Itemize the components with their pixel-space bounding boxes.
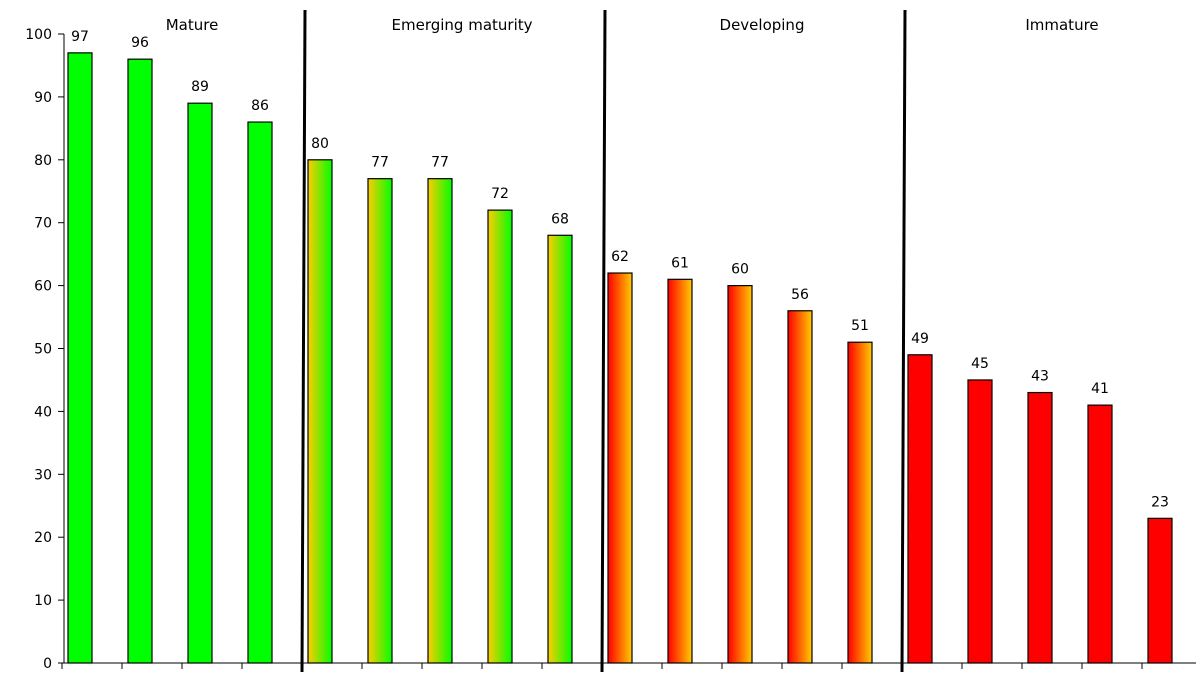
bar bbox=[1027, 391, 1053, 664]
bar bbox=[667, 278, 693, 664]
group-divider bbox=[300, 9, 307, 673]
y-tick-label: 90 bbox=[34, 90, 52, 106]
group-label: Immature bbox=[1025, 16, 1098, 34]
bar-value-label: 41 bbox=[1091, 381, 1109, 397]
bar bbox=[1087, 404, 1113, 664]
y-tick-label: 40 bbox=[34, 404, 52, 420]
bar bbox=[727, 285, 753, 664]
bar-value-label: 77 bbox=[371, 155, 389, 171]
group-label: Emerging maturity bbox=[392, 16, 533, 34]
bar bbox=[907, 354, 933, 664]
bar-value-label: 89 bbox=[191, 79, 209, 95]
y-tick-label: 70 bbox=[34, 216, 52, 232]
bar-value-label: 56 bbox=[791, 287, 809, 303]
group-divider bbox=[900, 9, 907, 673]
bar bbox=[247, 121, 273, 664]
y-tick-label: 0 bbox=[43, 656, 52, 672]
bar bbox=[67, 52, 93, 664]
bar bbox=[1147, 517, 1173, 664]
bar-value-label: 86 bbox=[251, 98, 269, 114]
bar-value-label: 51 bbox=[851, 318, 869, 334]
bar-value-label: 49 bbox=[911, 331, 929, 347]
bar bbox=[847, 341, 873, 664]
bar-value-label: 80 bbox=[311, 136, 329, 152]
group-label: Mature bbox=[166, 16, 219, 34]
y-tick-label: 60 bbox=[34, 279, 52, 295]
y-tick-label: 100 bbox=[25, 27, 52, 43]
bar-value-label: 97 bbox=[71, 29, 89, 45]
bar bbox=[547, 234, 573, 664]
group-divider bbox=[600, 9, 607, 673]
bar-value-label: 68 bbox=[551, 211, 569, 227]
bar bbox=[187, 102, 213, 664]
y-tick-label: 30 bbox=[34, 467, 52, 483]
bar bbox=[367, 178, 393, 664]
bar bbox=[487, 209, 513, 664]
group-label: Developing bbox=[720, 16, 805, 34]
bar-value-label: 96 bbox=[131, 35, 149, 51]
bar bbox=[787, 310, 813, 664]
bar-value-label: 62 bbox=[611, 249, 629, 265]
bar-value-label: 60 bbox=[731, 262, 749, 278]
y-tick-label: 80 bbox=[34, 153, 52, 169]
bar bbox=[427, 178, 453, 664]
bar-value-label: 43 bbox=[1031, 369, 1049, 385]
y-tick-label: 20 bbox=[34, 530, 52, 546]
bar bbox=[967, 379, 993, 664]
bar bbox=[607, 272, 633, 664]
bar-value-label: 77 bbox=[431, 155, 449, 171]
bar-value-label: 23 bbox=[1151, 494, 1169, 510]
bar bbox=[127, 58, 153, 664]
bar bbox=[307, 159, 333, 664]
bar-value-label: 72 bbox=[491, 186, 509, 202]
y-tick-label: 50 bbox=[34, 342, 52, 358]
y-tick-label: 10 bbox=[34, 593, 52, 609]
bar-value-label: 61 bbox=[671, 255, 689, 271]
bar-value-label: 45 bbox=[971, 356, 989, 372]
